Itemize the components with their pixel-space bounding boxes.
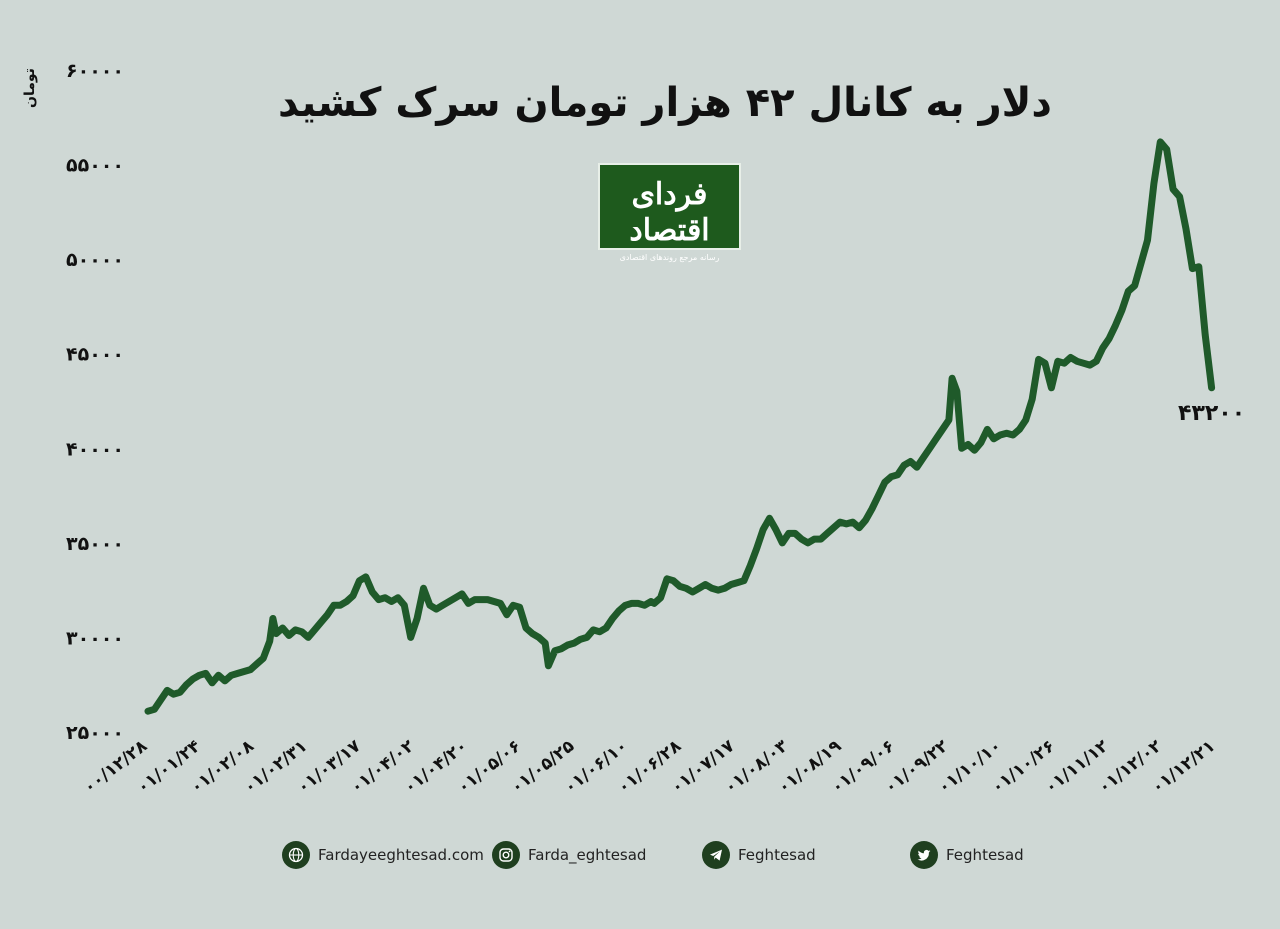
globe-icon — [282, 841, 310, 869]
y-tick-label: ۵۵۰۰۰ — [66, 155, 124, 177]
y-tick-label: ۶۰۰۰۰ — [66, 60, 124, 82]
footer-social-links: Fardayeeghtesad.com Farda_eghtesad Feght… — [0, 838, 1280, 872]
telegram-text: Feghtesad — [738, 846, 816, 864]
y-axis-label: تومان — [22, 68, 38, 108]
y-tick-label: ۳۵۰۰۰ — [66, 533, 124, 555]
y-axis-ticks: ۲۵۰۰۰ ۳۰۰۰۰ ۳۵۰۰۰ ۴۰۰۰۰ ۴۵۰۰۰ ۵۰۰۰۰ ۵۵۰۰۰ ۶۰۰۰۰ — [66, 60, 124, 744]
series-line-usd — [144, 138, 1216, 715]
telegram-icon — [702, 841, 730, 869]
twitter-icon — [910, 841, 938, 869]
y-tick-label: ۴۵۰۰۰ — [66, 344, 124, 366]
telegram-link[interactable]: Feghtesad — [702, 838, 816, 872]
y-tick-label: ۵۰۰۰۰ — [66, 249, 124, 271]
website-text: Fardayeeghtesad.com — [318, 846, 484, 864]
instagram-text: Farda_eghtesad — [528, 846, 647, 864]
chart-title: دلار به کانال ۴۲ هزار تومان سرک کشید — [278, 80, 1052, 126]
logo-wordmark: فردای اقتصاد — [629, 177, 710, 248]
instagram-icon — [492, 841, 520, 869]
x-axis-ticks: ۰۰/۱۲/۲۸۰۱/۰۱/۲۴۰۱/۰۲/۰۸۰۱/۰۲/۳۱۰۱/۰۳/۱۷… — [80, 736, 1219, 798]
y-tick-label: ۴۰۰۰۰ — [66, 438, 124, 460]
logo-tagline: رسانه مرجع روندهای اقتصادی — [619, 253, 720, 262]
end-value-label: ۴۳۲۰۰ — [1178, 401, 1245, 426]
twitter-text: Feghtesad — [946, 846, 1024, 864]
twitter-link[interactable]: Feghtesad — [910, 838, 1024, 872]
instagram-link[interactable]: Farda_eghtesad — [492, 838, 646, 872]
y-tick-label: ۲۵۰۰۰ — [66, 722, 124, 744]
brand-logo: فردای اقتصاد رسانه مرجع روندهای اقتصادی — [598, 163, 741, 262]
website-link[interactable]: Fardayeeghtesad.com — [282, 838, 484, 872]
y-tick-label: ۳۰۰۰۰ — [66, 627, 124, 649]
